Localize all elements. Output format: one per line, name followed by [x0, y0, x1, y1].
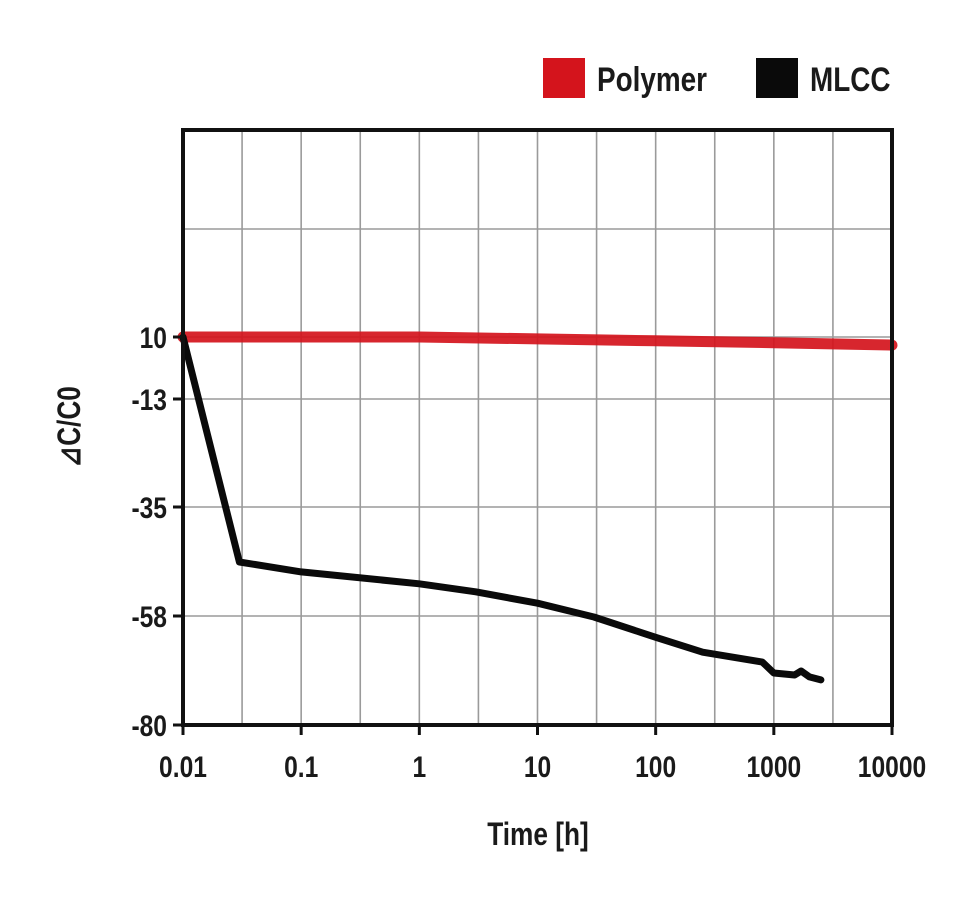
legend-swatch-polymer	[543, 58, 585, 98]
y-tick-label: 10	[140, 321, 167, 355]
y-tick-label: -13	[131, 383, 167, 417]
x-tick-label: 100	[635, 750, 676, 784]
x-tick-label: 0.1	[284, 750, 318, 784]
x-axis-label: Time [h]	[487, 818, 589, 853]
legend: Polymer MLCC	[543, 58, 890, 99]
legend-label-polymer: Polymer	[597, 60, 707, 98]
x-tick-label: 0.01	[159, 750, 207, 784]
legend-swatch-mlcc	[756, 58, 798, 98]
y-tick-label: -58	[131, 600, 167, 634]
y-axis-label: ⊿C/C0	[53, 386, 88, 468]
y-tick-label: -35	[131, 491, 167, 525]
x-tick-label: 1000	[746, 750, 801, 784]
series-line-mlcc	[179, 333, 825, 684]
series-lines	[177, 331, 898, 684]
grid	[182, 129, 893, 726]
series-line-polymer	[177, 331, 898, 351]
x-tick-label: 10	[524, 750, 551, 784]
y-tick-label: -80	[131, 709, 167, 743]
x-tick-label: 10000	[858, 750, 926, 784]
x-tick-label: 1	[412, 750, 426, 784]
ticks: 0.01 0.1 1 10 100 1000 10000 10 -13 -35 -58 -80	[131, 321, 926, 784]
legend-label-mlcc: MLCC	[810, 60, 890, 98]
